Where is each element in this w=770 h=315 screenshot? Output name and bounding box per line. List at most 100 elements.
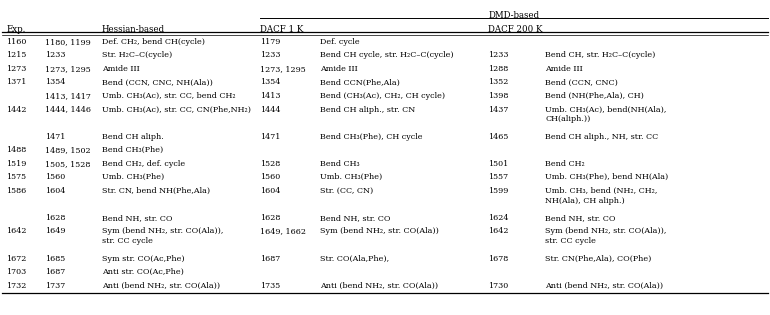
- Text: DACF 200 K: DACF 200 K: [488, 25, 543, 34]
- Text: DACF 1 K: DACF 1 K: [260, 25, 303, 34]
- Text: Bend NH, str. CO: Bend NH, str. CO: [545, 214, 616, 222]
- Text: Bend CH aliph.: Bend CH aliph.: [102, 133, 163, 140]
- Text: Bend CH₂, def. cycle: Bend CH₂, def. cycle: [102, 160, 185, 168]
- Text: 1273, 1295: 1273, 1295: [45, 65, 90, 73]
- Text: 1604: 1604: [45, 187, 65, 195]
- Text: 1624: 1624: [488, 214, 509, 222]
- Text: Anti (bend NH₂, str. CO(Ala)): Anti (bend NH₂, str. CO(Ala)): [545, 282, 663, 289]
- Text: 1737: 1737: [45, 282, 65, 289]
- Text: Umb. CH₃(Phe): Umb. CH₃(Phe): [102, 173, 164, 181]
- Text: 1354: 1354: [260, 78, 280, 86]
- Text: 1642: 1642: [488, 227, 509, 235]
- Text: 1444: 1444: [260, 106, 281, 113]
- Text: Bend (NH(Phe,Ala), CH): Bend (NH(Phe,Ala), CH): [545, 92, 644, 100]
- Text: Bend CH₃(Phe), CH cycle: Bend CH₃(Phe), CH cycle: [320, 133, 423, 140]
- Text: 1730: 1730: [488, 282, 508, 289]
- Text: Sym str. CO(Ac,Phe): Sym str. CO(Ac,Phe): [102, 255, 184, 262]
- Text: 1371: 1371: [6, 78, 26, 86]
- Text: 1672: 1672: [6, 255, 26, 262]
- Text: 1687: 1687: [45, 268, 65, 276]
- Text: Bend (CCN, CNC): Bend (CCN, CNC): [545, 78, 618, 86]
- Text: 1628: 1628: [260, 214, 280, 222]
- Text: 1273, 1295: 1273, 1295: [260, 65, 306, 73]
- Text: Anti str. CO(Ac,Phe): Anti str. CO(Ac,Phe): [102, 268, 183, 276]
- Text: Str. CN, bend NH(Phe,Ala): Str. CN, bend NH(Phe,Ala): [102, 187, 209, 195]
- Text: 1528: 1528: [260, 160, 280, 168]
- Text: 1489, 1502: 1489, 1502: [45, 146, 90, 154]
- Text: 1442: 1442: [6, 106, 27, 113]
- Text: Str. (CC, CN): Str. (CC, CN): [320, 187, 373, 195]
- Text: 1160: 1160: [6, 38, 26, 46]
- Text: Umb. CH₃(Phe), bend NH(Ala): Umb. CH₃(Phe), bend NH(Ala): [545, 173, 668, 181]
- Text: Umb. CH₃, bend (NH₂, CH₂,
NH(Ala), CH aliph.): Umb. CH₃, bend (NH₂, CH₂, NH(Ala), CH al…: [545, 187, 658, 205]
- Text: 1179: 1179: [260, 38, 280, 46]
- Text: 1352: 1352: [488, 78, 508, 86]
- Text: 1557: 1557: [488, 173, 508, 181]
- Text: 1628: 1628: [45, 214, 65, 222]
- Text: 1732: 1732: [6, 282, 26, 289]
- Text: Bend CH aliph., str. CN: Bend CH aliph., str. CN: [320, 106, 416, 113]
- Text: 1685: 1685: [45, 255, 65, 262]
- Text: 1413, 1417: 1413, 1417: [45, 92, 91, 100]
- Text: 1488: 1488: [6, 146, 26, 154]
- Text: 1599: 1599: [488, 187, 508, 195]
- Text: Bend CH aliph., NH, str. CC: Bend CH aliph., NH, str. CC: [545, 133, 658, 140]
- Text: Sym (bend NH₂, str. CO(Ala)),
str. CC cycle: Sym (bend NH₂, str. CO(Ala)), str. CC cy…: [545, 227, 667, 245]
- Text: Def. cycle: Def. cycle: [320, 38, 360, 46]
- Text: 1560: 1560: [45, 173, 65, 181]
- Text: 1519: 1519: [6, 160, 26, 168]
- Text: 1233: 1233: [488, 51, 509, 59]
- Text: 1505, 1528: 1505, 1528: [45, 160, 90, 168]
- Text: Bend CH₃: Bend CH₃: [320, 160, 360, 168]
- Text: 1642: 1642: [6, 227, 27, 235]
- Text: Bend CH₃(Phe): Bend CH₃(Phe): [102, 146, 163, 154]
- Text: 1413: 1413: [260, 92, 281, 100]
- Text: 1678: 1678: [488, 255, 508, 262]
- Text: Sym (bend NH₂, str. CO(Ala)): Sym (bend NH₂, str. CO(Ala)): [320, 227, 439, 235]
- Text: 1649: 1649: [45, 227, 65, 235]
- Text: 1233: 1233: [45, 51, 65, 59]
- Text: Sym (bend NH₂, str. CO(Ala)),
str. CC cycle: Sym (bend NH₂, str. CO(Ala)), str. CC cy…: [102, 227, 223, 245]
- Text: 1398: 1398: [488, 92, 508, 100]
- Text: 1560: 1560: [260, 173, 280, 181]
- Text: 1233: 1233: [260, 51, 281, 59]
- Text: Bend (CH₃(Ac), CH₂, CH cycle): Bend (CH₃(Ac), CH₂, CH cycle): [320, 92, 445, 100]
- Text: 1273: 1273: [6, 65, 26, 73]
- Text: Umb. CH₃(Phe): Umb. CH₃(Phe): [320, 173, 383, 181]
- Text: 1215: 1215: [6, 51, 26, 59]
- Text: 1649, 1662: 1649, 1662: [260, 227, 306, 235]
- Text: Anti (bend NH₂, str. CO(Ala)): Anti (bend NH₂, str. CO(Ala)): [320, 282, 438, 289]
- Text: Umb. CH₃(Ac), str. CC, CN(Phe,NH₂): Umb. CH₃(Ac), str. CC, CN(Phe,NH₂): [102, 106, 251, 113]
- Text: Amide III: Amide III: [545, 65, 583, 73]
- Text: 1471: 1471: [260, 133, 280, 140]
- Text: Bend CH, str. H₂C–C(cycle): Bend CH, str. H₂C–C(cycle): [545, 51, 655, 59]
- Text: 1465: 1465: [488, 133, 508, 140]
- Text: Amide III: Amide III: [320, 65, 358, 73]
- Text: Bend CH cycle, str. H₂C–C(cycle): Bend CH cycle, str. H₂C–C(cycle): [320, 51, 454, 59]
- Text: Bend NH, str. CO: Bend NH, str. CO: [102, 214, 172, 222]
- Text: Str. H₂C–C(cycle): Str. H₂C–C(cycle): [102, 51, 172, 59]
- Text: Exp.: Exp.: [6, 25, 25, 34]
- Text: Umb. CH₃(Ac), str. CC, bend CH₂: Umb. CH₃(Ac), str. CC, bend CH₂: [102, 92, 236, 100]
- Text: Str. CO(Ala,Phe),: Str. CO(Ala,Phe),: [320, 255, 390, 262]
- Text: 1437: 1437: [488, 106, 508, 113]
- Text: 1604: 1604: [260, 187, 280, 195]
- Text: 1288: 1288: [488, 65, 508, 73]
- Text: Hessian-based: Hessian-based: [102, 25, 165, 34]
- Text: 1180, 1199: 1180, 1199: [45, 38, 90, 46]
- Text: Amide III: Amide III: [102, 65, 139, 73]
- Text: Bend CH₂: Bend CH₂: [545, 160, 585, 168]
- Text: 1501: 1501: [488, 160, 508, 168]
- Text: Def. CH₂, bend CH(cycle): Def. CH₂, bend CH(cycle): [102, 38, 205, 46]
- Text: 1735: 1735: [260, 282, 280, 289]
- Text: Umb. CH₃(Ac), bend(NH(Ala),
CH(aliph.)): Umb. CH₃(Ac), bend(NH(Ala), CH(aliph.)): [545, 106, 667, 123]
- Text: 1444, 1446: 1444, 1446: [45, 106, 91, 113]
- Text: Str. CN(Phe,Ala), CO(Phe): Str. CN(Phe,Ala), CO(Phe): [545, 255, 651, 262]
- Text: 1471: 1471: [45, 133, 65, 140]
- Text: DMD-based: DMD-based: [489, 11, 540, 20]
- Text: 1575: 1575: [6, 173, 26, 181]
- Text: 1687: 1687: [260, 255, 280, 262]
- Text: Bend (CCN, CNC, NH(Ala)): Bend (CCN, CNC, NH(Ala)): [102, 78, 213, 86]
- Text: Bend CCN(Phe,Ala): Bend CCN(Phe,Ala): [320, 78, 400, 86]
- Text: 1354: 1354: [45, 78, 65, 86]
